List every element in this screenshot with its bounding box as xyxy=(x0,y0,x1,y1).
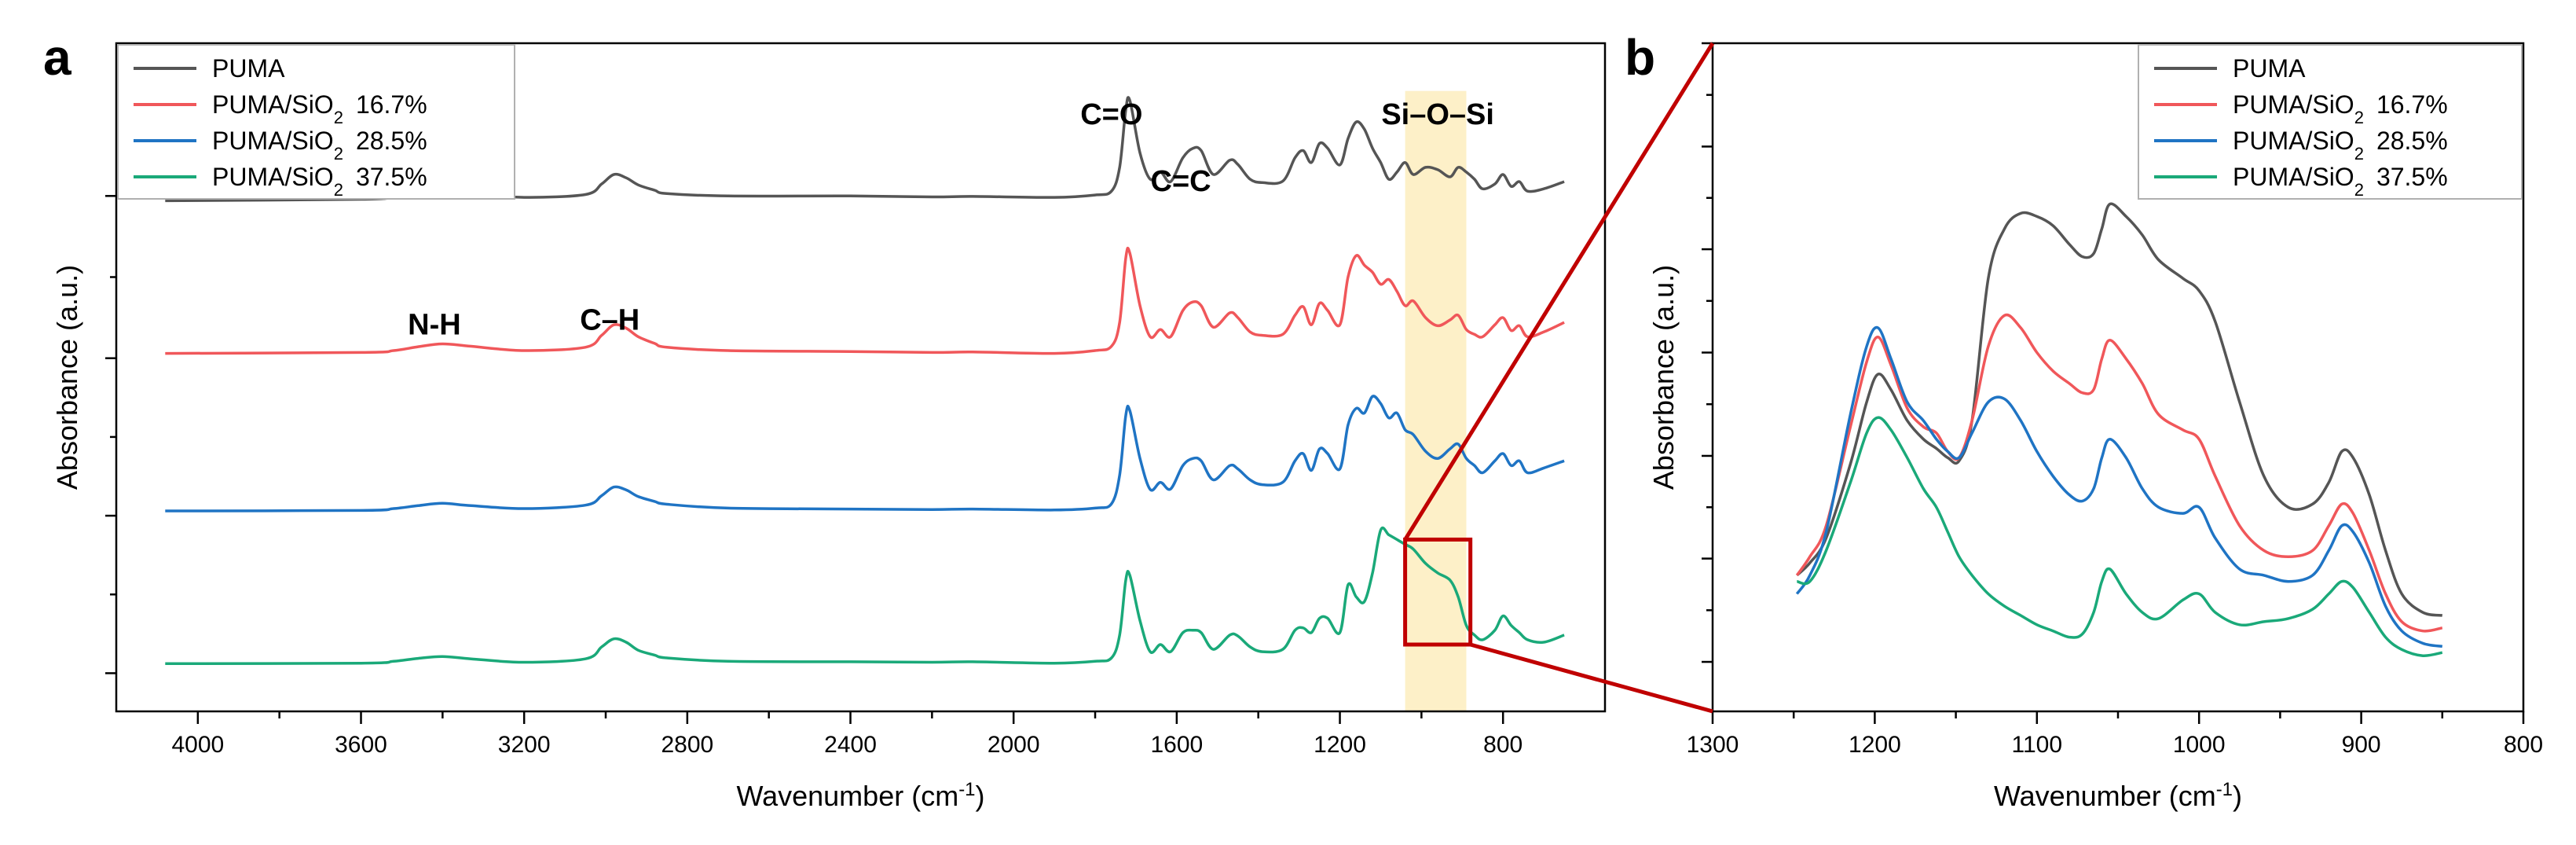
panel-label: a xyxy=(43,29,71,86)
peak-annotation: Si–O–Si xyxy=(1381,98,1494,131)
y-axis-title: Absorbance (a.u.) xyxy=(51,265,83,490)
legend-box xyxy=(117,44,515,200)
x-tick-label: 1300 xyxy=(1687,732,1739,758)
plot-frame xyxy=(115,42,1607,713)
series-line-2[interactable] xyxy=(1795,313,2443,633)
series-line-3[interactable] xyxy=(165,395,1565,513)
series-line-1[interactable] xyxy=(165,96,1565,203)
x-tick-label: 800 xyxy=(1483,732,1523,758)
legend-label: PUMA xyxy=(2233,54,2306,83)
y-axis-title: Absorbance (a.u.) xyxy=(1647,265,1680,490)
x-tick-label: 2000 xyxy=(988,732,1040,758)
x-tick-label: 3600 xyxy=(335,732,387,758)
x-tick-label: 1200 xyxy=(1314,732,1366,758)
zoom-connector-lines xyxy=(1403,42,1715,714)
x-tick-label: 1000 xyxy=(2173,732,2226,758)
series-line-1[interactable] xyxy=(1796,202,2443,617)
zoom-connector-bottom xyxy=(1470,642,1713,714)
panel-a: a 4000 3600 3200 2800 2400 2000 1600 1200 800 Wave… xyxy=(43,29,1607,813)
series-line-3[interactable] xyxy=(1795,325,2443,648)
peak-annotation: C–H xyxy=(580,303,639,336)
x-tick-label: 1600 xyxy=(1150,732,1203,758)
x-tick-label: 3200 xyxy=(498,732,551,758)
series-line-2[interactable] xyxy=(165,246,1565,355)
peak-annotation: C=C xyxy=(1151,165,1211,198)
x-tick-label: 900 xyxy=(2342,732,2381,758)
peak-annotation: C=O xyxy=(1080,98,1142,131)
x-tick-label: 2800 xyxy=(661,732,713,758)
zoom-connector-top xyxy=(1403,42,1715,541)
x-tick-label: 1100 xyxy=(2012,732,2063,758)
x-tick-label: 2400 xyxy=(824,732,877,758)
panel-label: b xyxy=(1625,29,1655,86)
panel-b: b 1300 1200 1100 1000 900 800 Wavenumber (cm-1)… xyxy=(1625,29,2543,812)
x-tick-label: 4000 xyxy=(171,732,224,758)
si-o-si-highlight-band xyxy=(1405,90,1467,711)
series-line-4[interactable] xyxy=(165,526,1565,666)
zoom-box xyxy=(1403,537,1473,647)
x-axis-title: Wavenumber (cm-1) xyxy=(1994,779,2242,813)
x-axis-title: Wavenumber (cm-1) xyxy=(736,779,984,813)
series-line-4[interactable] xyxy=(1796,416,2443,657)
x-tick-label: 800 xyxy=(2504,732,2543,758)
peak-annotation: N-H xyxy=(408,308,461,341)
legend-box xyxy=(2138,44,2523,200)
x-tick-label: 1200 xyxy=(1849,732,1901,758)
legend-label: PUMA xyxy=(212,54,285,83)
